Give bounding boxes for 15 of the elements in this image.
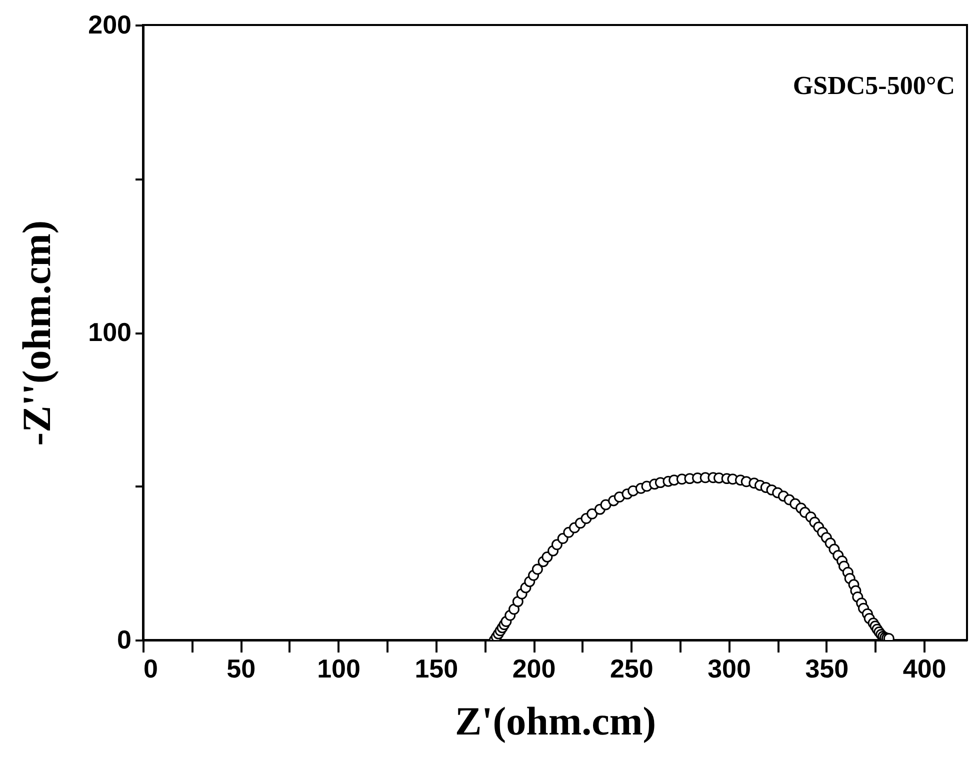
y-tick-label: 200 [88,10,132,40]
x-tick-label: 350 [805,654,849,684]
y-tick-label: 0 [117,624,132,654]
annotation: GSDC5-500°C [792,71,955,100]
x-tick-label: 100 [317,654,360,684]
x-tick-label: 50 [226,654,256,684]
x-tick-label: 400 [902,654,946,684]
x-tick-label: 200 [512,654,556,684]
y-axis-title: -Z''(ohm.cm) [14,220,60,446]
y-tick-label: 100 [88,317,132,347]
x-tick-label: 300 [708,654,751,684]
x-tick-label: 150 [414,654,458,684]
x-tick-label: 250 [610,654,654,684]
x-tick-label: 0 [144,654,158,684]
x-axis-title: Z'(ohm.cm) [454,698,656,744]
